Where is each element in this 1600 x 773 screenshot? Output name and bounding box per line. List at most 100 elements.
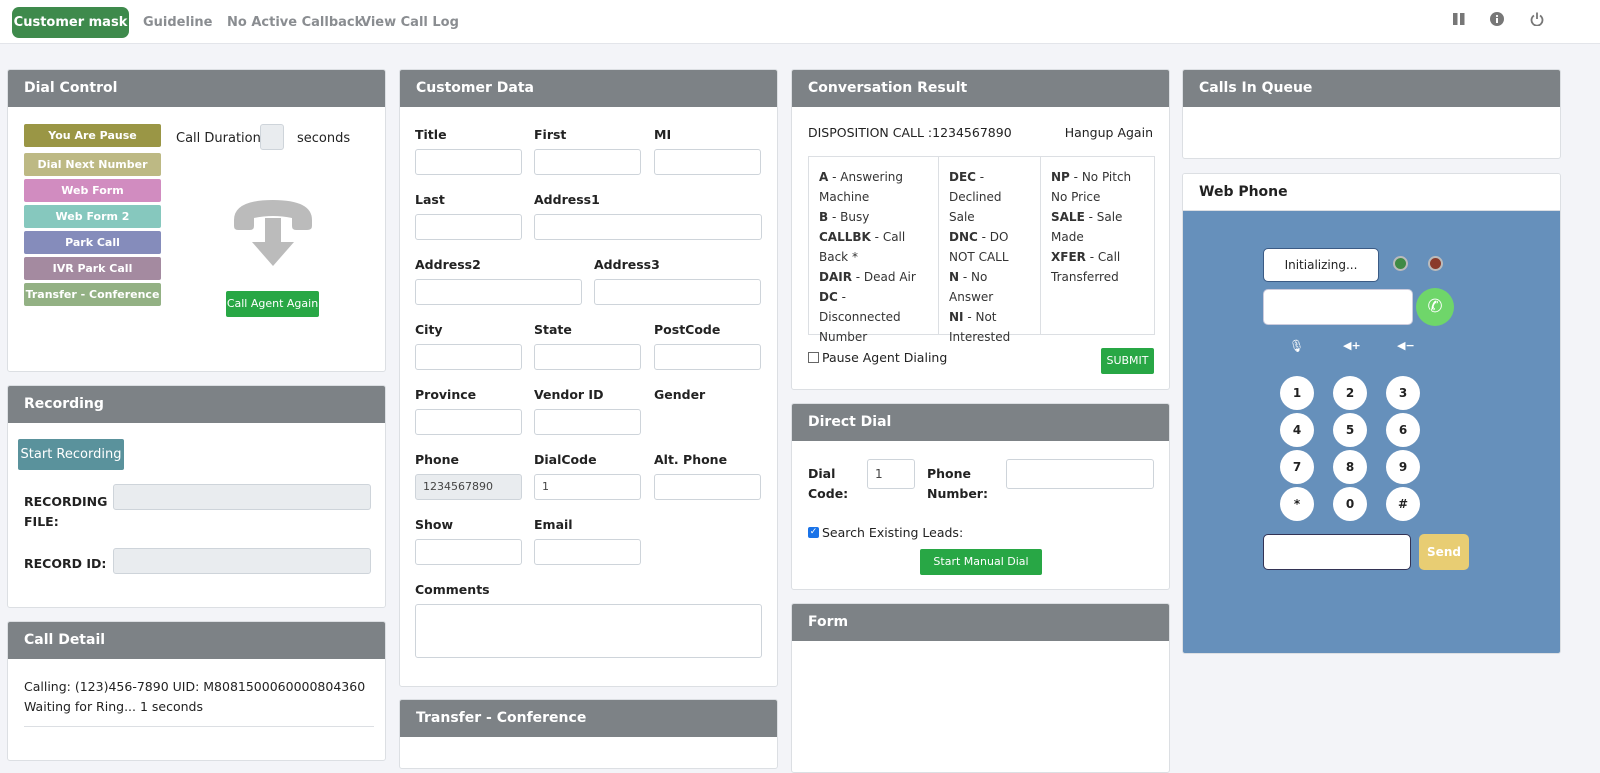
green-status-led-icon <box>1393 256 1408 271</box>
postcode-input[interactable] <box>654 344 761 370</box>
disposition-name: Sale Made <box>1051 210 1123 244</box>
panel-title: Call Detail <box>8 622 385 659</box>
show-label: Show <box>415 517 454 532</box>
start-recording-button[interactable]: Start Recording <box>18 439 124 470</box>
call-agent-again-button[interactable]: Call Agent Again <box>226 291 319 317</box>
phone-input[interactable]: 1234567890 <box>415 474 522 500</box>
mi-label: MI <box>654 127 672 142</box>
dtmf-input[interactable] <box>1263 534 1411 570</box>
keypad-key-1[interactable]: 1 <box>1280 376 1314 410</box>
hangup-again-link[interactable]: Hangup Again <box>1064 125 1153 140</box>
pause-agent-dialing-checkbox[interactable]: Pause Agent Dialing <box>808 350 947 365</box>
comments-input[interactable] <box>415 604 762 658</box>
disposition-option[interactable]: NP - No Pitch No Price <box>1051 167 1144 207</box>
disposition-option[interactable]: B - Busy <box>819 207 928 227</box>
disposition-sep: - <box>837 290 846 304</box>
disposition-option[interactable]: N - No Answer <box>949 267 1030 307</box>
disposition-name: Busy <box>840 210 870 224</box>
tab-customer-mask[interactable]: Customer mask <box>12 7 129 38</box>
disposition-column: NP - No Pitch No Price SALE - Sale Made XF… <box>1041 157 1154 334</box>
transfer-conference-button[interactable]: Transfer - Conference <box>24 283 161 306</box>
first-input[interactable] <box>534 149 641 175</box>
checkbox-checked-icon[interactable]: ✓ <box>808 527 819 538</box>
dialcode-input[interactable]: 1 <box>534 474 641 500</box>
dial-next-number-button[interactable]: Dial Next Number <box>24 153 161 176</box>
keypad-key-5[interactable]: 5 <box>1333 413 1367 447</box>
keypad-key-4[interactable]: 4 <box>1280 413 1314 447</box>
email-input[interactable] <box>534 539 641 565</box>
phone-number-input[interactable] <box>1006 459 1154 489</box>
start-manual-dial-button[interactable]: Start Manual Dial Now <box>920 549 1042 589</box>
postcode-label: PostCode <box>654 322 721 337</box>
conversation-result-panel: Conversation Result DISPOSITION CALL :12… <box>791 69 1170 390</box>
disposition-option[interactable]: A - Answering Machine <box>819 167 928 207</box>
microphone-icon[interactable]: 🎙 <box>1289 339 1305 353</box>
power-icon[interactable] <box>1528 10 1546 28</box>
checkbox-icon[interactable] <box>808 352 819 363</box>
disposition-option[interactable]: DC - Disconnected Number <box>819 287 928 347</box>
first-label: First <box>534 127 567 142</box>
hangup-phone-icon[interactable] <box>232 198 314 270</box>
show-input[interactable] <box>415 539 522 565</box>
disposition-option[interactable]: NI - Not Interested <box>949 307 1030 347</box>
keypad-key-7[interactable]: 7 <box>1280 450 1314 484</box>
province-input[interactable] <box>415 409 522 435</box>
dialcode-label: DialCode <box>534 452 597 467</box>
submit-button[interactable]: SUBMIT <box>1101 348 1154 374</box>
address2-input[interactable] <box>415 279 582 305</box>
info-icon[interactable] <box>1488 10 1506 28</box>
send-button[interactable]: Send <box>1419 534 1469 570</box>
you-are-pause-button[interactable]: You Are Pause <box>24 124 161 147</box>
search-existing-leads-checkbox[interactable]: ✓ Search Existing Leads: <box>808 525 963 540</box>
disposition-column: DEC - Declined Sale DNC - DO NOT CALL N - … <box>939 157 1041 344</box>
address3-input[interactable] <box>594 279 761 305</box>
keypad-key-0[interactable]: 0 <box>1333 487 1367 521</box>
disposition-option[interactable]: DEC - Declined Sale <box>949 167 1030 227</box>
ivr-park-call-button[interactable]: IVR Park Call <box>24 257 161 280</box>
keypad-key-6[interactable]: 6 <box>1386 413 1420 447</box>
tab-no-active-callback[interactable]: No Active Callback <box>227 15 364 30</box>
disposition-option[interactable]: CALLBK - Call Back * <box>819 227 928 267</box>
pause-icon[interactable] <box>1450 10 1468 28</box>
keypad-key-2[interactable]: 2 <box>1333 376 1367 410</box>
keypad-key-hash[interactable]: # <box>1386 487 1420 521</box>
call-detail-text: Calling: (123)456-7890 UID: M80815000600… <box>24 677 374 727</box>
title-label: Title <box>415 127 447 142</box>
disposition-name: No Pitch No Price <box>1051 170 1132 204</box>
form-panel: Form <box>791 603 1170 773</box>
last-input[interactable] <box>415 214 522 240</box>
disposition-table: A - Answering Machine B - Busy CALLBK - Ca… <box>808 156 1155 344</box>
disposition-name: Dead Air <box>863 270 916 284</box>
call-button-phone-icon[interactable]: ✆ <box>1416 288 1454 326</box>
panel-title: Recording <box>8 386 385 423</box>
state-input[interactable] <box>534 344 641 370</box>
keypad-key-star[interactable]: * <box>1280 487 1314 521</box>
direct-dial-panel: Direct Dial Dial Code: 1 Phone Number: ✓… <box>791 403 1170 590</box>
disposition-option[interactable]: DNC - DO NOT CALL <box>949 227 1030 267</box>
disposition-code: DC <box>819 290 838 304</box>
keypad-key-8[interactable]: 8 <box>1333 450 1367 484</box>
keypad-key-9[interactable]: 9 <box>1386 450 1420 484</box>
city-input[interactable] <box>415 344 522 370</box>
customer-data-panel: Customer Data Title First MI Last Address1 Ad… <box>399 69 778 687</box>
panel-title: Conversation Result <box>792 70 1169 107</box>
disposition-option[interactable]: XFER - Call Transferred <box>1051 247 1144 287</box>
volume-up-icon[interactable]: ◀+ <box>1343 339 1361 352</box>
alt-phone-input[interactable] <box>654 474 761 500</box>
mi-input[interactable] <box>654 149 761 175</box>
dial-code-input[interactable]: 1 <box>867 459 915 489</box>
disposition-option[interactable]: SALE - Sale Made <box>1051 207 1144 247</box>
address1-input[interactable] <box>534 214 762 240</box>
dial-number-input[interactable] <box>1263 289 1413 325</box>
park-call-button[interactable]: Park Call <box>24 231 161 254</box>
disposition-sep: - <box>1084 210 1097 224</box>
web-form-button[interactable]: Web Form <box>24 179 161 202</box>
volume-down-icon[interactable]: ◀− <box>1397 339 1415 352</box>
title-input[interactable] <box>415 149 522 175</box>
vendor-id-input[interactable] <box>534 409 641 435</box>
tab-guideline[interactable]: Guideline <box>143 15 213 30</box>
web-form-2-button[interactable]: Web Form 2 <box>24 205 161 228</box>
tab-view-call-log[interactable]: View Call Log <box>361 15 459 30</box>
keypad-key-3[interactable]: 3 <box>1386 376 1420 410</box>
disposition-option[interactable]: DAIR - Dead Air <box>819 267 928 287</box>
